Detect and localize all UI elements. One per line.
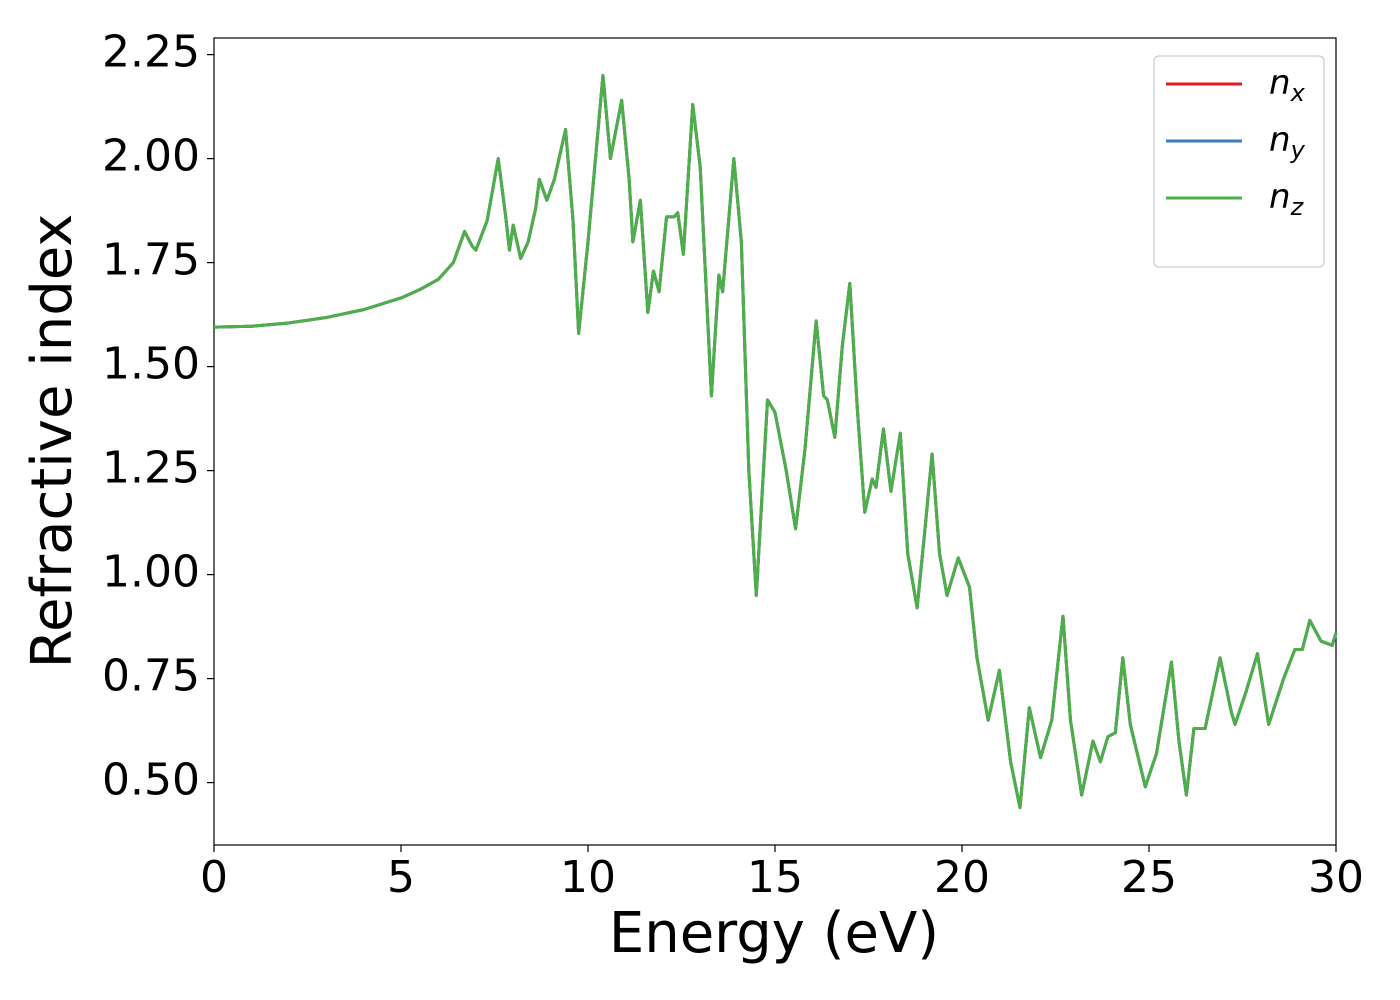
x-axis-label: Energy (eV) <box>609 901 939 966</box>
x-tick-label: 30 <box>1308 852 1364 903</box>
x-tick-label: 20 <box>934 852 990 903</box>
x-tick-label: 10 <box>560 852 616 903</box>
y-tick-label: 1.25 <box>102 443 200 494</box>
legend-box <box>1153 55 1325 268</box>
y-tick-label: 1.50 <box>102 339 200 390</box>
x-tick-label: 0 <box>200 852 228 903</box>
y-axis-label: Refractive index <box>20 214 85 669</box>
legend-label: nx <box>1269 63 1306 108</box>
legend-label: nz <box>1269 177 1305 222</box>
x-tick-label: 25 <box>1121 852 1177 903</box>
y-tick-label: 1.75 <box>102 235 200 286</box>
y-tick-label: 2.25 <box>102 27 200 78</box>
y-tick-label: 2.00 <box>102 131 200 182</box>
y-tick-label: 0.75 <box>102 651 200 702</box>
data-line <box>213 73 1338 810</box>
y-tick-label: 1.00 <box>102 547 200 598</box>
x-tick-label: 15 <box>747 852 803 903</box>
x-tick-label: 5 <box>387 852 415 903</box>
legend-label: ny <box>1269 120 1306 165</box>
y-tick-label: 0.50 <box>102 755 200 806</box>
